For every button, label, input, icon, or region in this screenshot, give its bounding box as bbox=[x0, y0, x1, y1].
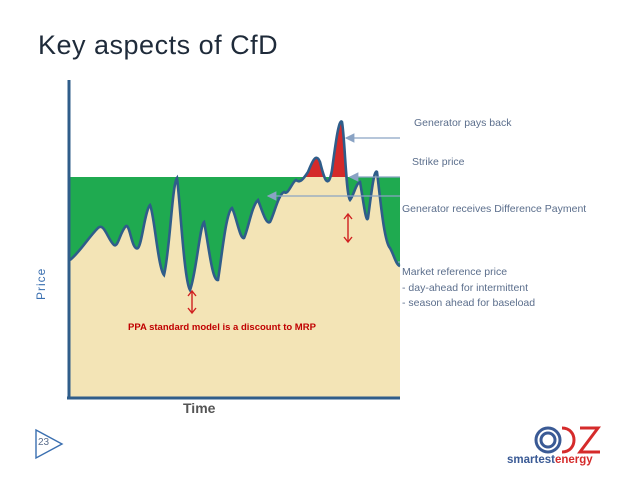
x-axis-label: Time bbox=[183, 400, 216, 416]
label-market-reference: Market reference price bbox=[402, 266, 508, 278]
payback-area bbox=[304, 121, 347, 177]
slide-title: Key aspects of CfD bbox=[38, 30, 279, 60]
label-strike-price: Strike price bbox=[412, 156, 465, 168]
difference-payment-mask bbox=[70, 177, 400, 398]
red-double-arrow-lower bbox=[187, 289, 197, 315]
brand-logo-text: smartestenergy bbox=[507, 454, 593, 466]
ppa-note: PPA standard model is a discount to MRP bbox=[128, 322, 316, 333]
label-difference-payment: Generator receives Difference Payment bbox=[402, 203, 587, 215]
brand-logo: smartestenergy bbox=[507, 422, 607, 474]
brand-accent: energy bbox=[554, 454, 593, 466]
label-season-ahead: - season ahead for baseload bbox=[402, 297, 536, 309]
brand-main: smartest bbox=[507, 454, 555, 466]
label-day-ahead: - day-ahead for intermittent bbox=[402, 282, 529, 294]
page-number: 23 bbox=[38, 437, 50, 448]
market-price-curve bbox=[69, 120, 401, 293]
label-generator-pays-back: Generator pays back bbox=[414, 117, 512, 129]
y-axis-label: Price bbox=[34, 267, 48, 300]
red-double-arrow-upper bbox=[343, 212, 353, 244]
brand-logo-mark bbox=[534, 426, 601, 454]
page-marker-triangle bbox=[35, 428, 64, 460]
